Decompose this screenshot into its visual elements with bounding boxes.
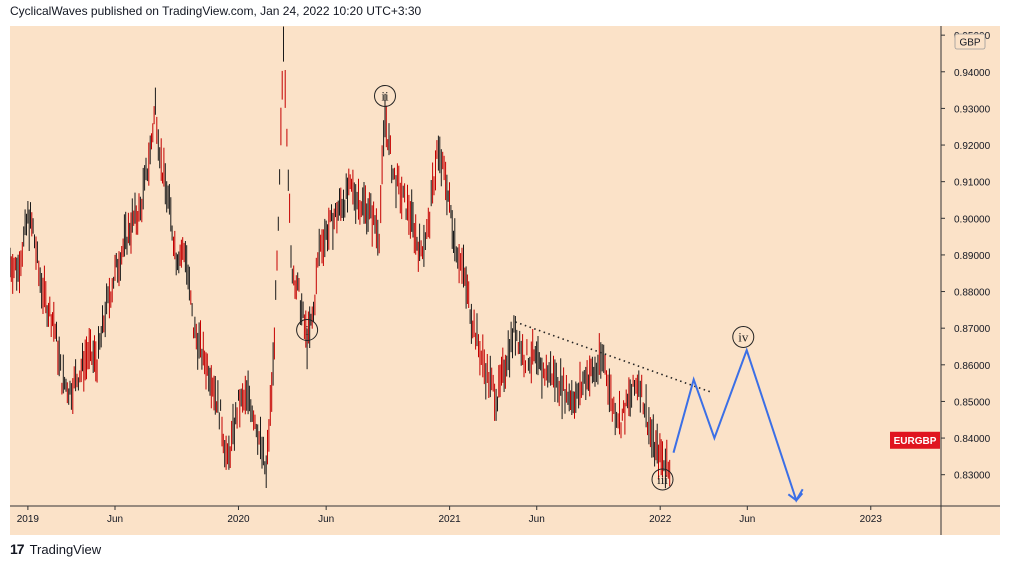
- wave-label-circle: [374, 84, 396, 107]
- price-series: [10, 26, 671, 489]
- wave-label-circle: [296, 319, 319, 342]
- wave-label-circle: [651, 468, 674, 491]
- time-tick-label: Jun: [529, 514, 545, 525]
- price-tick-label: 0.86000: [954, 361, 991, 372]
- time-tick-label: Jun: [318, 514, 334, 525]
- brand-footer[interactable]: 17 TradingView: [10, 541, 101, 557]
- price-tick-label: 0.83000: [954, 471, 991, 482]
- wave-label-text: iii: [657, 472, 668, 487]
- time-tick-label: Jun: [107, 514, 123, 525]
- wave-projection[interactable]: [672, 347, 804, 503]
- price-axis[interactable]: 0.950000.940000.930000.920000.910000.900…: [941, 31, 991, 482]
- publisher-header: CyclicalWaves published on TradingView.c…: [10, 4, 422, 18]
- price-tick-label: 0.92000: [954, 141, 991, 152]
- wave-label-circle: [732, 325, 755, 348]
- brand-name: TradingView: [29, 541, 102, 557]
- wave-label-text: i: [305, 323, 309, 338]
- currency-label: GBP: [954, 33, 986, 50]
- price-tick-label: 0.93000: [954, 104, 991, 115]
- price-tick-label: 0.90000: [954, 214, 991, 225]
- wave-label-text: ii: [381, 88, 389, 103]
- time-tick-label: 2022: [649, 514, 672, 525]
- projection-arrowhead-icon: [787, 492, 804, 502]
- price-tick-label: 0.88000: [954, 288, 991, 299]
- time-tick-label: 2020: [227, 514, 250, 525]
- time-tick-label: Jun: [739, 514, 755, 525]
- last-price-badge-label: EURGBP: [894, 436, 937, 447]
- time-tick-label: 2019: [17, 514, 40, 525]
- last-price-badge: EURGBP: [890, 431, 940, 449]
- price-tick-label: 0.85000: [954, 397, 991, 408]
- price-tick-label: 0.84000: [954, 434, 991, 445]
- time-tick-label: 2023: [860, 514, 883, 525]
- tradingview-logo-icon: 17: [10, 541, 25, 557]
- time-axis[interactable]: 2019 Jun 2020 Jun 2021 Jun 2022 Jun 2023: [17, 506, 883, 525]
- wave-label-text: iv: [738, 329, 749, 344]
- price-tick-label: 0.89000: [954, 251, 991, 262]
- price-tick-label: 0.87000: [954, 324, 991, 335]
- price-tick-label: 0.94000: [954, 68, 991, 79]
- time-tick-label: 2021: [438, 514, 461, 525]
- price-tick-label: 0.91000: [954, 178, 991, 189]
- currency-text: GBP: [959, 38, 980, 49]
